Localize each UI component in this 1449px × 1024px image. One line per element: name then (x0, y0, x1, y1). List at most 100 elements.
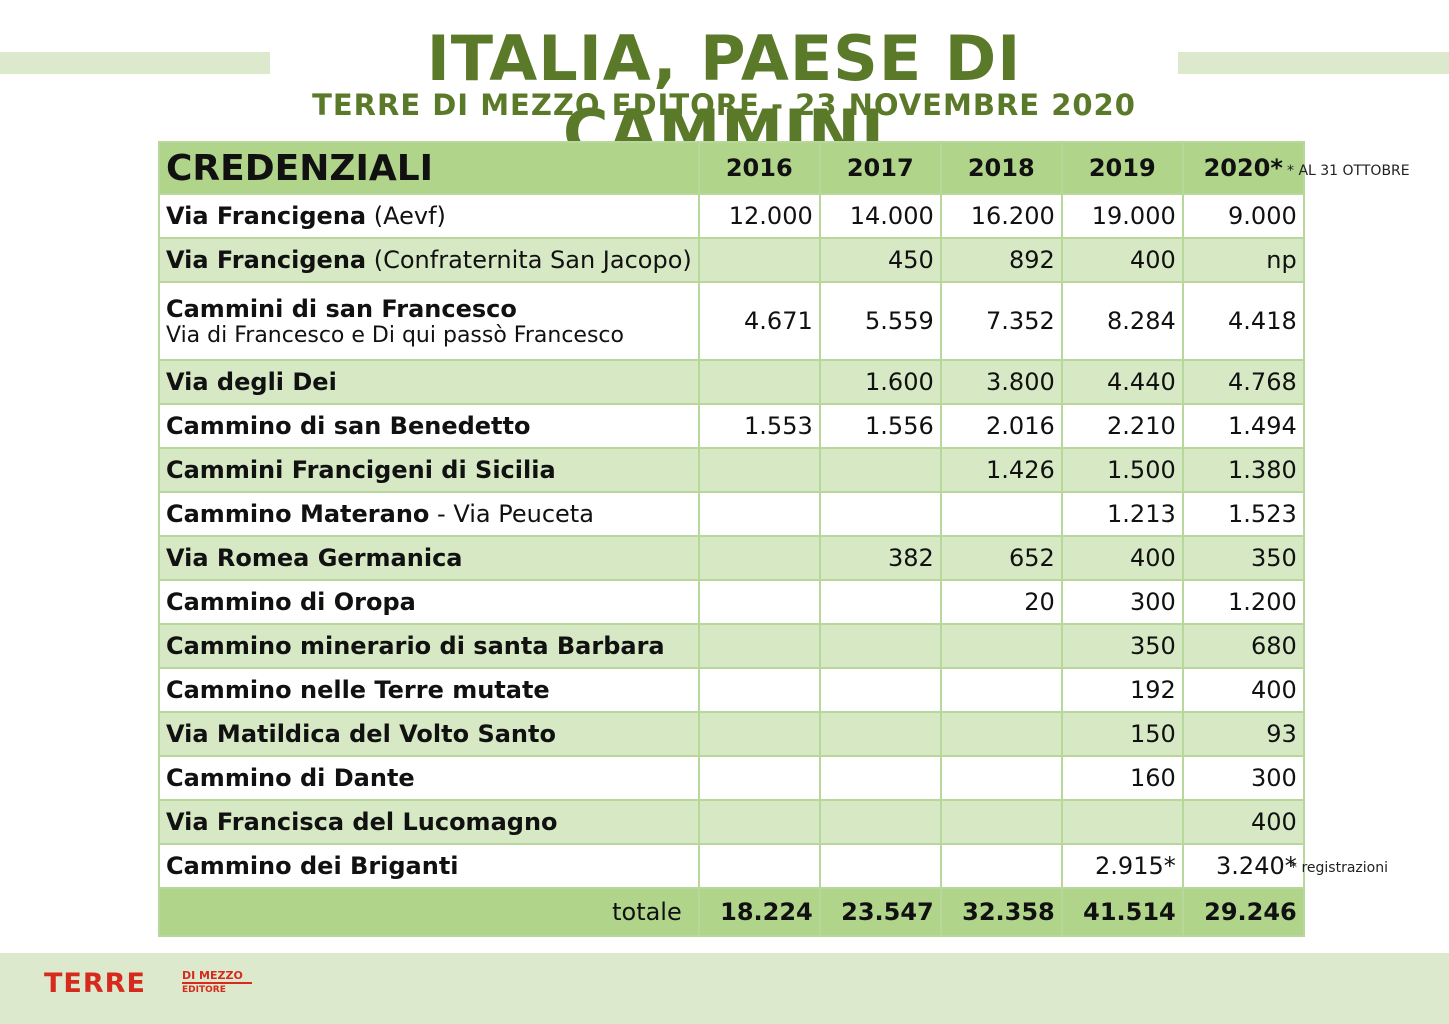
value-cell: 93 (1181, 711, 1305, 757)
table-row: Cammino Materano - Via Peuceta 1.213 1.523 (158, 491, 1305, 537)
logo-small-text-2: EDITORE (182, 985, 226, 995)
value-cell (697, 579, 821, 625)
value-cell (818, 755, 942, 801)
value-cell (697, 623, 821, 669)
total-cell: 18.224 (697, 887, 821, 937)
logo-rule (182, 982, 252, 984)
route-name-cell: Cammini di san Francesco Via di Francesco… (158, 281, 700, 361)
value-cell (1060, 799, 1184, 845)
value-cell (697, 799, 821, 845)
value-cell (818, 799, 942, 845)
value-cell: 2.016 (939, 403, 1063, 449)
value-cell: 4.418 (1181, 281, 1305, 361)
value-cell (818, 711, 942, 757)
value-cell (939, 711, 1063, 757)
value-cell: 680 (1181, 623, 1305, 669)
route-name-cell: Via Matildica del Volto Santo (158, 711, 700, 757)
route-name: Via Francigena (166, 246, 367, 274)
value-cell (697, 535, 821, 581)
value-cell: 4.671 (697, 281, 821, 361)
route-name-cell: Via Francisca del Lucomagno (158, 799, 700, 845)
value-cell: 892 (939, 237, 1063, 283)
value-cell: 300 (1060, 579, 1184, 625)
table-row: Cammino dei Briganti 2.915* 3.240* (158, 843, 1305, 889)
value-cell (697, 755, 821, 801)
value-cell: 2.210 (1060, 403, 1184, 449)
table-row: Cammino di san Benedetto 1.553 1.556 2.016 2… (158, 403, 1305, 449)
value-cell (818, 623, 942, 669)
value-cell (697, 359, 821, 405)
value-cell: 1.380 (1181, 447, 1305, 493)
route-name-suffix: - Via Peuceta (429, 500, 594, 528)
value-cell (939, 799, 1063, 845)
route-name: Cammino di san Benedetto (166, 412, 531, 440)
table-row: Cammino nelle Terre mutate 192 400 (158, 667, 1305, 713)
total-label: totale (158, 887, 700, 937)
value-cell: 382 (818, 535, 942, 581)
route-name-cell: Via Francigena (Confraternita San Jacopo… (158, 237, 700, 283)
credenziali-table: CREDENZIALI 2016 2017 2018 2019 2020* Vi… (158, 141, 1305, 937)
value-cell (939, 755, 1063, 801)
table-row: Cammino minerario di santa Barbara 350 680 (158, 623, 1305, 669)
value-cell (818, 491, 942, 537)
year-header: 2016 (697, 141, 821, 195)
route-name: Via Francisca del Lucomagno (166, 808, 558, 836)
value-cell: 350 (1060, 623, 1184, 669)
value-cell: 20 (939, 579, 1063, 625)
route-name: Via Matildica del Volto Santo (166, 720, 556, 748)
route-name: Via Romea Germanica (166, 544, 463, 572)
footnote-registrations: * registrazioni (1290, 860, 1388, 876)
route-name: Via degli Dei (166, 368, 337, 396)
value-cell: 1.426 (939, 447, 1063, 493)
route-name: Cammino Materano (166, 500, 430, 528)
table-row: Via Francigena (Confraternita San Jacopo… (158, 237, 1305, 283)
value-cell (697, 491, 821, 537)
route-name: Via Francigena (166, 202, 367, 230)
table-row: Cammino di Dante 160 300 (158, 755, 1305, 801)
logo-main-text: TERRE (44, 968, 146, 999)
value-cell (939, 843, 1063, 889)
value-cell: 400 (1181, 667, 1305, 713)
table-row: Via Francisca del Lucomagno 400 (158, 799, 1305, 845)
route-name-suffix: (Aevf) (366, 202, 446, 230)
value-cell: 1.600 (818, 359, 942, 405)
route-name-cell: Cammini Francigeni di Sicilia (158, 447, 700, 493)
page-subtitle: TERRE DI MEZZO EDITORE - 23 NOVEMBRE 202… (312, 88, 1136, 122)
value-cell: 350 (1181, 535, 1305, 581)
total-cell: 32.358 (939, 887, 1063, 937)
table-row: Cammini Francigeni di Sicilia 1.426 1.500 1… (158, 447, 1305, 493)
total-cell: 41.514 (1060, 887, 1184, 937)
table-row: Via Matildica del Volto Santo 150 93 (158, 711, 1305, 757)
route-name-cell: Cammino nelle Terre mutate (158, 667, 700, 713)
route-name: Cammino di Oropa (166, 588, 416, 616)
year-header: 2017 (818, 141, 942, 195)
route-name-cell: Via Francigena (Aevf) (158, 193, 700, 239)
value-cell: 192 (1060, 667, 1184, 713)
value-cell: 160 (1060, 755, 1184, 801)
route-name: Cammini Francigeni di Sicilia (166, 456, 556, 484)
total-cell: 29.246 (1181, 887, 1305, 937)
year-header: 2018 (939, 141, 1063, 195)
year-header: 2019 (1060, 141, 1184, 195)
footnote-date: * AL 31 OTTOBRE (1287, 163, 1410, 179)
value-cell: 3.800 (939, 359, 1063, 405)
value-cell: 1.213 (1060, 491, 1184, 537)
route-name-cell: Cammino minerario di santa Barbara (158, 623, 700, 669)
logo-small-text: DI MEZZO (182, 969, 243, 982)
value-cell: 1.500 (1060, 447, 1184, 493)
route-name: Cammino nelle Terre mutate (166, 676, 550, 704)
table-header-row: CREDENZIALI 2016 2017 2018 2019 2020* (158, 141, 1305, 195)
value-cell: 1.556 (818, 403, 942, 449)
value-cell (939, 667, 1063, 713)
value-cell: 2.915* (1060, 843, 1184, 889)
value-cell: 1.494 (1181, 403, 1305, 449)
route-name: Cammino dei Briganti (166, 852, 459, 880)
value-cell: 16.200 (939, 193, 1063, 239)
value-cell: 12.000 (697, 193, 821, 239)
total-cell: 23.547 (818, 887, 942, 937)
value-cell: 5.559 (818, 281, 942, 361)
value-cell: 400 (1181, 799, 1305, 845)
value-cell: 9.000 (1181, 193, 1305, 239)
value-cell (697, 237, 821, 283)
table-row: Via degli Dei 1.600 3.800 4.440 4.768 (158, 359, 1305, 405)
